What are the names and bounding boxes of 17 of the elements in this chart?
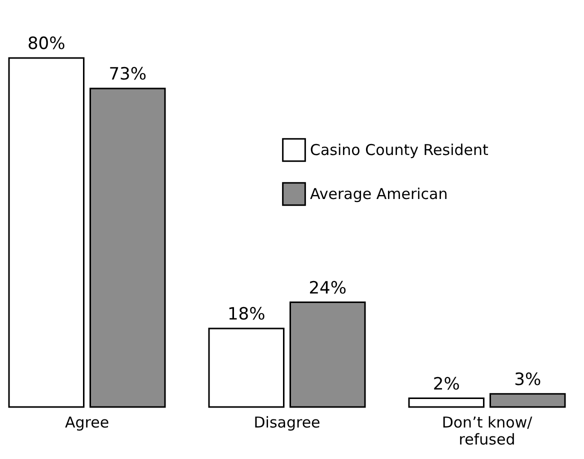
data-label: 18%: [227, 304, 266, 324]
x-tick-label: Agree: [64, 414, 110, 432]
data-label: 2%: [432, 374, 460, 394]
bar: [408, 398, 484, 408]
legend-label: Average American: [310, 185, 448, 203]
x-tick-label: Don’t know/ refused: [442, 414, 534, 448]
bar: [8, 57, 84, 408]
bar: [490, 393, 566, 408]
data-label: 80%: [27, 34, 66, 54]
bar: [290, 302, 366, 408]
data-label: 73%: [108, 64, 147, 85]
data-label: 24%: [308, 278, 347, 298]
x-tick-label: Disagree: [254, 414, 320, 432]
bar: [90, 88, 166, 408]
bar: [208, 328, 284, 408]
legend-label: Casino County Resident: [310, 141, 489, 159]
data-label: 3%: [514, 370, 542, 390]
